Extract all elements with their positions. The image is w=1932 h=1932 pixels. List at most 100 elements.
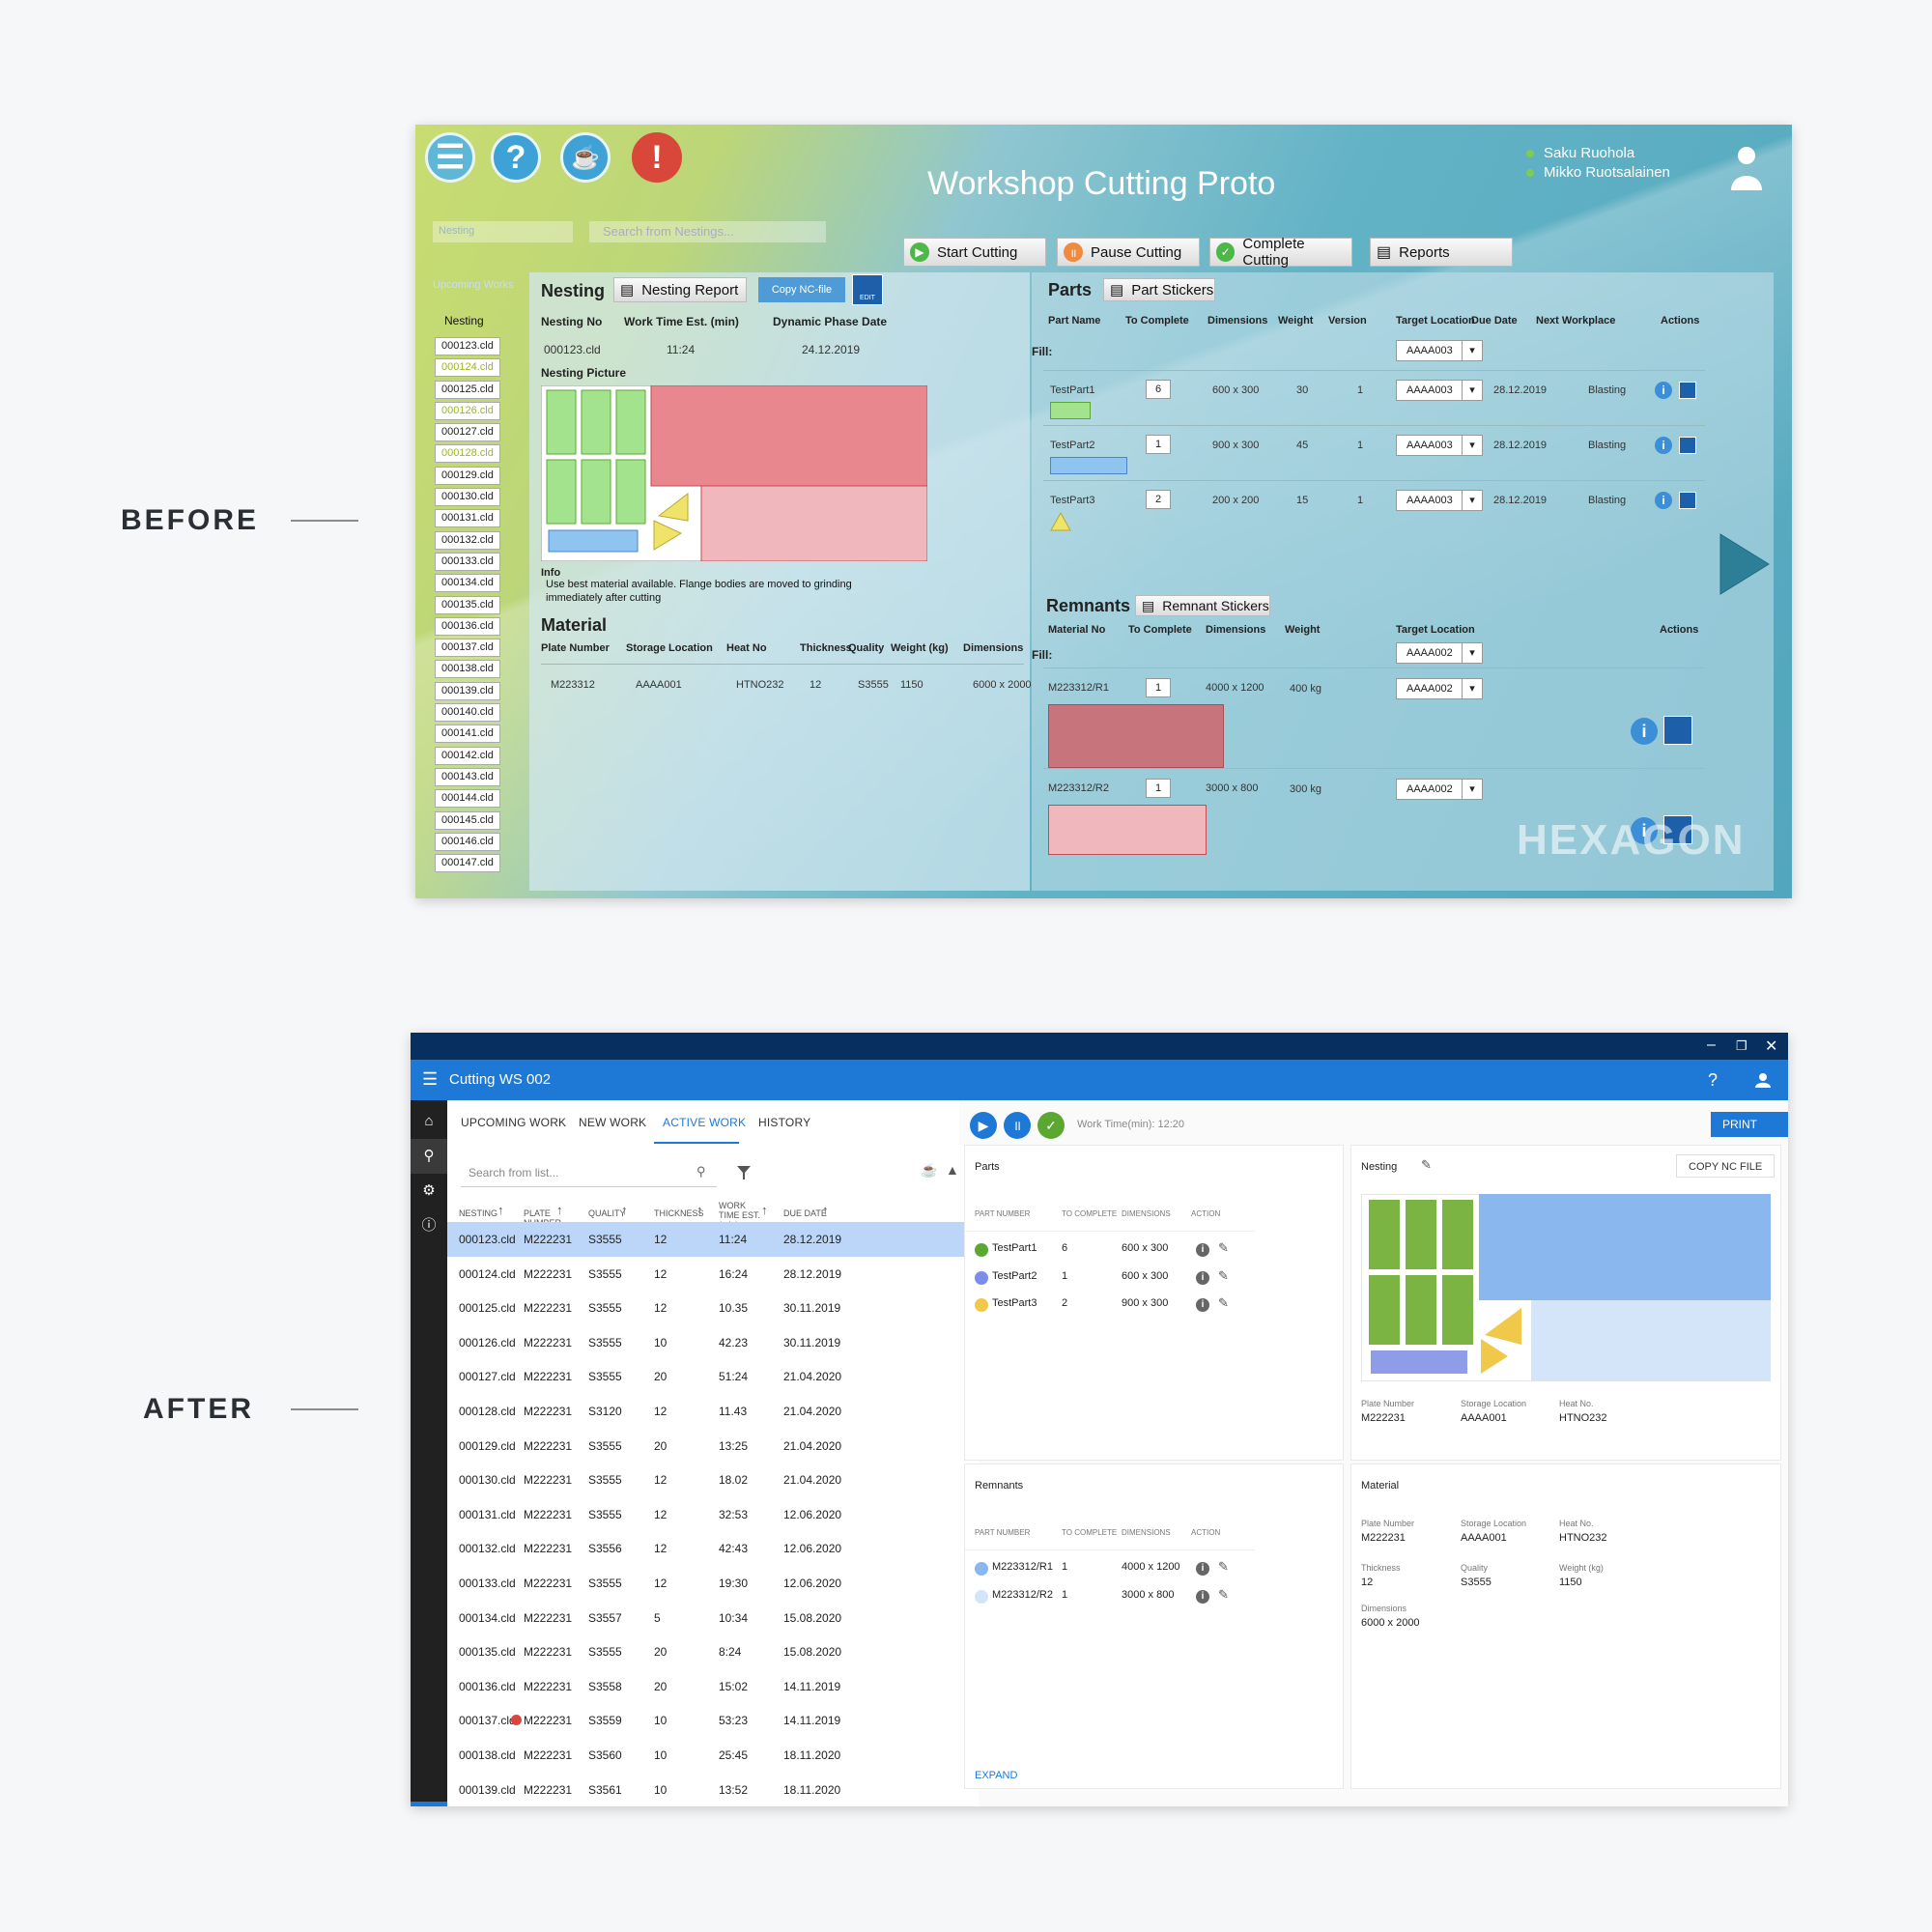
print-reports-button[interactable]: PRINT REPORTS	[1711, 1112, 1788, 1156]
start-cutting-button[interactable]: ▶ Start Cutting	[903, 238, 1046, 267]
upcoming-works-tab[interactable]: Upcoming Works	[433, 279, 514, 291]
sort-arrow-icon[interactable]: ↑	[556, 1203, 563, 1217]
nesting-list-item[interactable]: 000144.cld	[435, 789, 500, 809]
part-quantity-input[interactable]: 6	[1146, 380, 1171, 399]
edit-icon[interactable]	[1663, 716, 1692, 745]
user-avatar-icon[interactable]	[1729, 144, 1764, 190]
info-icon[interactable]: i	[1631, 718, 1658, 745]
account-icon[interactable]	[1755, 1072, 1771, 1088]
nesting-list-item[interactable]: 000138.cld	[435, 660, 500, 679]
complete-cutting-button[interactable]: ✓ Complete Cutting	[1209, 236, 1352, 269]
part-location-select[interactable]: AAAA003	[1396, 490, 1483, 511]
edit-icon[interactable]: ✎	[1218, 1295, 1229, 1310]
nesting-report-button[interactable]: ▤ Nesting Report	[613, 277, 747, 302]
search-input[interactable]: Search from Nestings...	[589, 221, 826, 242]
table-row[interactable]: 000130.cld M222231 S3555 12 18.02 21.04.2020	[447, 1463, 979, 1497]
reports-button[interactable]: ▤ Reports	[1370, 238, 1513, 267]
remnant-stickers-button[interactable]: ▤ Remnant Stickers	[1135, 595, 1270, 616]
restore-icon[interactable]: ❐	[1736, 1038, 1747, 1053]
remnant-quantity-input[interactable]: 1	[1146, 779, 1171, 798]
tab-history[interactable]: HISTORY	[758, 1116, 811, 1129]
table-row[interactable]: 000139.cld M222231 S3561 10 13:52 18.11.2020	[447, 1773, 979, 1806]
table-row[interactable]: 000123.cld M222231 S3555 12 11:24 28.12.2019	[447, 1222, 979, 1257]
nesting-list-item[interactable]: 000142.cld	[435, 746, 500, 765]
edit-nesting-button[interactable]: EDIT	[852, 274, 883, 305]
nesting-list-item[interactable]: 000145.cld	[435, 810, 500, 830]
nesting-list-item[interactable]: 000137.cld	[435, 639, 500, 658]
edit-icon[interactable]: ✎	[1218, 1586, 1229, 1602]
part-stickers-button[interactable]: ▤ Part Stickers	[1103, 278, 1215, 301]
column-header[interactable]: NESTING	[459, 1208, 498, 1218]
part-location-select[interactable]: AAAA003	[1396, 380, 1483, 401]
column-header[interactable]: QUALITY	[588, 1208, 626, 1218]
menu-icon[interactable]: ☰	[425, 132, 475, 183]
nesting-list-item[interactable]: 000131.cld	[435, 509, 500, 528]
part-location-select[interactable]: AAAA003	[1396, 435, 1483, 456]
table-row[interactable]: 000133.cld M222231 S3555 12 19:30 12.06.2020	[447, 1566, 979, 1601]
info-icon[interactable]: i	[1196, 1298, 1209, 1312]
nesting-list-item[interactable]: 000130.cld	[435, 488, 500, 507]
info-icon[interactable]: i	[1196, 1589, 1209, 1604]
nesting-list-item[interactable]: 000134.cld	[435, 574, 500, 593]
start-cutting-button[interactable]: ▶	[970, 1112, 997, 1139]
complete-cutting-button[interactable]: ✓	[1037, 1112, 1065, 1139]
table-row[interactable]: 000131.cld M222231 S3555 12 32:53 12.06.2020	[447, 1497, 979, 1532]
copy-nc-file-button[interactable]: COPY NC FILE	[1676, 1154, 1776, 1178]
remnant-fill-location-select[interactable]: AAAA002	[1396, 642, 1483, 664]
hamburger-icon[interactable]: ☰	[422, 1069, 439, 1089]
edit-icon[interactable]: ✎	[1218, 1559, 1229, 1574]
search-icon[interactable]: ⚲	[696, 1164, 706, 1179]
nesting-list-item[interactable]: 000129.cld	[435, 466, 500, 485]
warning-icon[interactable]: ▲	[946, 1162, 959, 1178]
info-icon[interactable]: i	[1196, 1270, 1209, 1285]
nesting-list-item[interactable]: 000128.cld	[435, 444, 500, 464]
next-arrow-icon[interactable]	[1717, 530, 1773, 598]
sort-arrow-icon[interactable]: ↑	[761, 1203, 768, 1217]
nesting-list-item[interactable]: 000123.cld	[435, 337, 500, 355]
nesting-list-item[interactable]: 000141.cld	[435, 724, 500, 744]
help-icon[interactable]: ?	[491, 132, 541, 183]
settings-icon[interactable]: ⚙	[422, 1182, 436, 1199]
edit-icon[interactable]: ✎	[1218, 1267, 1229, 1283]
edit-icon[interactable]	[1679, 382, 1696, 399]
info-icon[interactable]: ⓘ	[421, 1217, 437, 1234]
table-row[interactable]: 000134.cld M222231 S3557 5 10:34 15.08.2020	[447, 1601, 979, 1635]
help-icon[interactable]: ?	[1708, 1070, 1719, 1090]
table-row[interactable]: 000128.cld M222231 S3120 12 11.43 21.04.2020	[447, 1394, 979, 1429]
info-icon[interactable]: i	[1655, 382, 1672, 399]
tab-new-work[interactable]: NEW WORK	[579, 1116, 647, 1129]
table-row[interactable]: 000138.cld M222231 S3560 10 25:45 18.11.2020	[447, 1738, 979, 1773]
nesting-list-item[interactable]: 000140.cld	[435, 703, 500, 723]
table-row[interactable]: 000125.cld M222231 S3555 12 10.35 30.11.2019	[447, 1291, 979, 1325]
edit-icon[interactable]	[1679, 437, 1696, 454]
table-row[interactable]: 000136.cld M222231 S3558 20 15:02 14.11.2019	[447, 1669, 979, 1704]
minimize-icon[interactable]: –	[1707, 1037, 1716, 1053]
edit-nesting-icon[interactable]: ✎	[1421, 1157, 1432, 1172]
edit-icon[interactable]	[1663, 815, 1692, 844]
info-icon[interactable]: i	[1655, 437, 1672, 454]
close-icon[interactable]: ✕	[1765, 1038, 1778, 1055]
table-row[interactable]: 000127.cld M222231 S3555 20 51:24 21.04.2020	[447, 1359, 979, 1394]
info-icon[interactable]: i	[1196, 1243, 1209, 1257]
nesting-select[interactable]: Nesting	[433, 221, 573, 242]
pause-cutting-button[interactable]: ॥ Pause Cutting	[1057, 238, 1200, 267]
location-icon[interactable]: ⚲	[411, 1139, 447, 1174]
nesting-list-item[interactable]: 000124.cld	[435, 358, 500, 378]
sort-arrow-icon[interactable]: ↑	[497, 1203, 504, 1217]
nesting-list-item[interactable]: 000132.cld	[435, 530, 500, 550]
nesting-list-item[interactable]: 000127.cld	[435, 423, 500, 442]
column-header[interactable]: DUE DATE	[783, 1208, 827, 1218]
info-icon[interactable]: i	[1655, 492, 1672, 509]
nesting-list-item[interactable]: 000146.cld	[435, 832, 500, 851]
nesting-list-item[interactable]: 000125.cld	[435, 380, 500, 399]
info-icon[interactable]: i	[1196, 1562, 1209, 1576]
edit-icon[interactable]	[1679, 492, 1696, 509]
table-row[interactable]: 000124.cld M222231 S3555 12 16:24 28.12.2019	[447, 1257, 979, 1292]
nesting-list-item[interactable]: 000135.cld	[435, 595, 500, 614]
edit-icon[interactable]: ✎	[1218, 1240, 1229, 1255]
remnant-location-select[interactable]: AAAA002	[1396, 678, 1483, 699]
expand-button[interactable]: EXPAND	[975, 1770, 1018, 1781]
alert-icon[interactable]: !	[632, 132, 682, 183]
sort-arrow-icon[interactable]: ↑	[696, 1203, 703, 1217]
tab-active-work[interactable]: ACTIVE WORK	[663, 1116, 747, 1129]
